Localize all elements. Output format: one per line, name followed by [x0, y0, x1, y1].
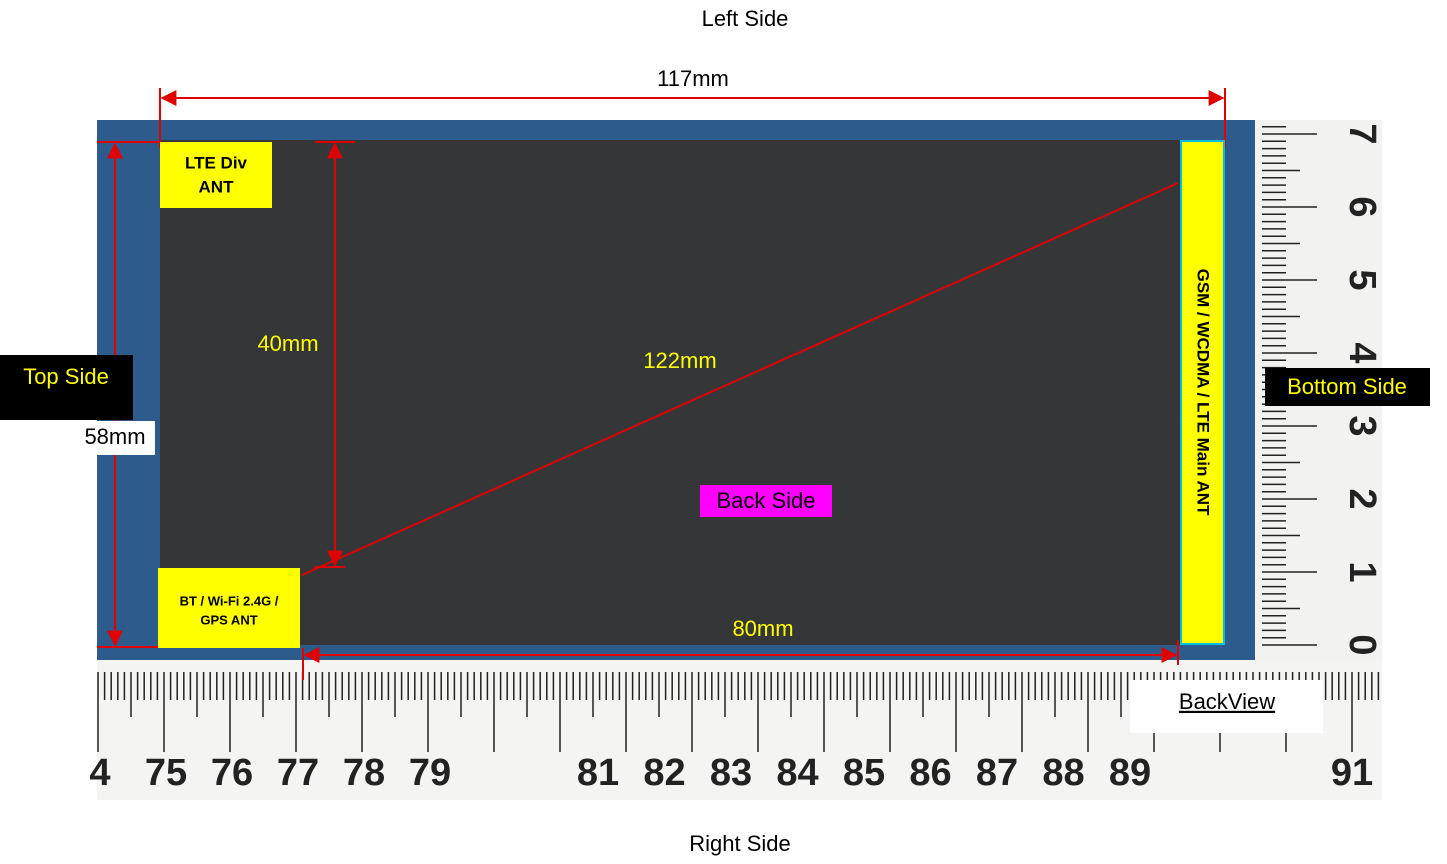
- diagonal-label: 122mm: [643, 348, 716, 373]
- top-side-box: [0, 355, 133, 420]
- ruler-number: 84: [776, 752, 818, 794]
- lte-div-label: LTE Div: [185, 153, 248, 172]
- ruler-number: 2: [1341, 488, 1383, 509]
- right-side-label: Right Side: [689, 831, 791, 856]
- ruler-number: 5: [1341, 269, 1383, 290]
- main-ant-label: GSM / WCDMA / LTE Main ANT: [1194, 269, 1213, 516]
- bottom-side-box: [1265, 368, 1430, 406]
- view-box: [1130, 680, 1323, 733]
- top-side-label: Top Side: [23, 364, 109, 389]
- back-side-label: Back Side: [716, 488, 815, 513]
- ruler-number: 91: [1331, 752, 1373, 794]
- back-side-box: [700, 485, 832, 517]
- view-label: BackView: [1179, 689, 1275, 714]
- inner-height-label: 40mm: [257, 331, 318, 356]
- ruler-number: 3: [1341, 415, 1383, 436]
- ruler-number: 79: [409, 752, 451, 794]
- ruler-number: 75: [145, 752, 187, 794]
- bt-wifi-gps-label: GPS ANT: [200, 612, 257, 627]
- inner-width-label: 80mm: [732, 616, 793, 641]
- ruler-number: 82: [643, 752, 685, 794]
- lte-div-box: [160, 142, 272, 208]
- lte-div-label: ANT: [199, 177, 235, 196]
- ruler-number: 83: [710, 752, 752, 794]
- ruler-number: 81: [577, 752, 619, 794]
- dimension-lines: [97, 88, 1226, 680]
- ruler-number: 87: [976, 752, 1018, 794]
- height-label: 58mm: [84, 424, 145, 449]
- ruler-number: 77: [277, 752, 319, 794]
- ruler-number: 6: [1341, 196, 1383, 217]
- bt-wifi-gps-box: [158, 568, 300, 648]
- ruler-number: 1: [1341, 561, 1383, 582]
- ruler-number: 89: [1109, 752, 1151, 794]
- ruler-number: 7: [1341, 123, 1383, 144]
- ruler-number: 78: [343, 752, 385, 794]
- height-box: [75, 421, 155, 455]
- ruler-number: 4: [89, 752, 110, 794]
- ruler-numbers: 4 75 76 77 78 79 81 82 83 84 85 86 87 88 89 91 0 1 2 3 4 5 6 7: [89, 123, 1383, 794]
- ruler-number: 88: [1042, 752, 1084, 794]
- bottom-side-label: Bottom Side: [1287, 374, 1407, 399]
- ruler-number: 85: [843, 752, 885, 794]
- ruler-number: 76: [211, 752, 253, 794]
- ruler-number: 4: [1341, 342, 1383, 363]
- ruler-number: 86: [909, 752, 951, 794]
- left-side-label: Left Side: [702, 6, 789, 31]
- width-label: 117mm: [657, 66, 729, 91]
- bt-wifi-gps-label: BT / Wi-Fi 2.4G /: [180, 593, 279, 608]
- main-ant-box: [1180, 140, 1225, 645]
- ruler-number: 0: [1341, 634, 1383, 655]
